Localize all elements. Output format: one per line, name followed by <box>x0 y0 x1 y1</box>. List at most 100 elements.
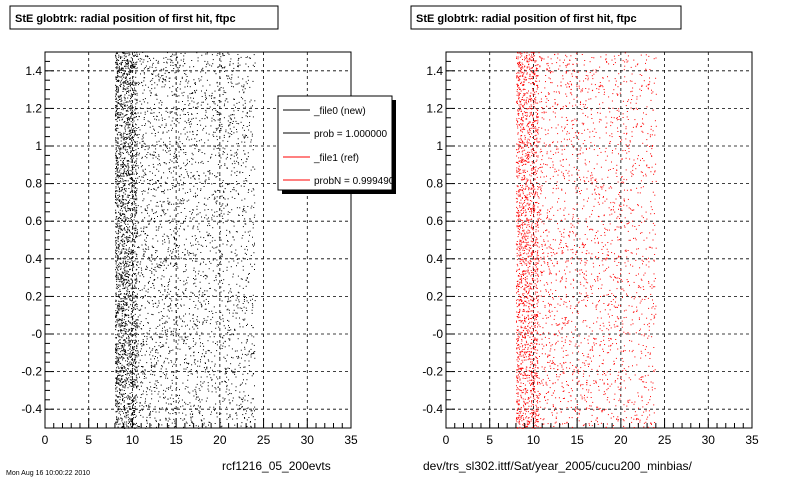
scatter-point <box>241 141 243 143</box>
scatter-point <box>213 101 215 102</box>
scatter-point <box>196 333 198 335</box>
scatter-point <box>171 55 173 57</box>
scatter-point <box>227 301 229 303</box>
scatter-point <box>250 110 252 112</box>
scatter-point <box>147 179 149 180</box>
scatter-point <box>206 376 208 378</box>
scatter-point <box>121 240 123 242</box>
scatter-point <box>125 165 126 167</box>
scatter-point <box>213 131 215 133</box>
scatter-point <box>236 181 238 182</box>
scatter-point <box>156 349 158 351</box>
scatter-point <box>123 345 125 347</box>
scatter-point <box>202 382 204 384</box>
scatter-point <box>183 284 185 286</box>
scatter-point <box>181 143 183 145</box>
scatter-point <box>193 267 195 269</box>
scatter-point <box>130 299 132 301</box>
scatter-point <box>163 201 165 203</box>
scatter-point <box>165 144 167 146</box>
scatter-point <box>143 118 145 120</box>
scatter-point <box>190 417 192 419</box>
scatter-point <box>223 290 225 292</box>
scatter-point <box>237 62 239 64</box>
scatter-point <box>180 149 182 151</box>
scatter-point <box>135 160 137 162</box>
scatter-point <box>143 180 145 182</box>
scatter-point <box>144 143 146 145</box>
scatter-point <box>209 323 211 325</box>
scatter-point <box>136 54 138 56</box>
scatter-point <box>132 414 134 416</box>
scatter-point <box>135 154 137 156</box>
scatter-point <box>230 58 232 60</box>
scatter-point <box>192 175 194 177</box>
scatter-point <box>142 248 144 250</box>
scatter-point <box>116 77 118 79</box>
scatter-point <box>127 387 129 389</box>
scatter-point <box>130 313 132 315</box>
scatter-point <box>123 217 125 219</box>
scatter-point <box>124 229 126 231</box>
scatter-point <box>194 282 196 284</box>
scatter-point <box>151 336 152 338</box>
scatter-point <box>127 119 129 121</box>
scatter-point <box>177 61 179 63</box>
scatter-point <box>137 137 139 139</box>
scatter-point <box>115 395 117 397</box>
scatter-point <box>134 410 136 411</box>
scatter-point <box>142 92 144 94</box>
scatter-point <box>116 403 118 405</box>
scatter-point <box>121 220 123 222</box>
scatter-point <box>160 368 162 370</box>
scatter-point <box>169 147 171 149</box>
scatter-point <box>201 101 203 103</box>
scatter-point <box>118 147 120 149</box>
scatter-point <box>115 382 117 384</box>
scatter-point <box>116 312 118 314</box>
scatter-point <box>174 157 176 158</box>
scatter-point <box>127 294 129 296</box>
scatter-point <box>128 208 130 209</box>
scatter-point <box>212 259 214 261</box>
scatter-point <box>216 129 218 131</box>
scatter-point <box>153 108 155 109</box>
scatter-point <box>238 215 240 216</box>
scatter-point <box>129 85 131 87</box>
scatter-point <box>138 333 139 335</box>
scatter-point <box>130 353 132 355</box>
scatter-point <box>145 123 146 125</box>
scatter-point <box>168 317 170 319</box>
scatter-point <box>123 268 125 270</box>
scatter-point <box>117 236 119 238</box>
scatter-point <box>127 241 129 243</box>
scatter-point <box>184 165 186 167</box>
scatter-point <box>172 187 173 189</box>
scatter-point <box>144 285 146 287</box>
scatter-point <box>142 99 144 101</box>
scatter-point <box>126 83 128 85</box>
scatter-point <box>138 247 140 249</box>
scatter-point <box>125 286 127 288</box>
scatter-point <box>115 387 117 389</box>
scatter-point <box>175 228 177 230</box>
scatter-point <box>150 424 152 426</box>
scatter-point <box>155 181 157 183</box>
scatter-point <box>121 235 123 237</box>
scatter-point <box>165 418 167 420</box>
scatter-point <box>214 408 216 410</box>
scatter-point <box>140 296 141 298</box>
scatter-point <box>134 89 136 91</box>
scatter-point <box>120 414 121 416</box>
scatter-point <box>180 418 182 420</box>
scatter-point <box>178 188 180 190</box>
scatter-point <box>148 248 150 250</box>
scatter-point <box>164 290 166 292</box>
scatter-point <box>160 177 162 179</box>
scatter-point <box>139 53 140 55</box>
scatter-point <box>126 134 128 135</box>
scatter-point <box>124 184 126 186</box>
scatter-point <box>134 201 135 203</box>
scatter-point <box>142 339 144 341</box>
scatter-point <box>185 386 187 387</box>
